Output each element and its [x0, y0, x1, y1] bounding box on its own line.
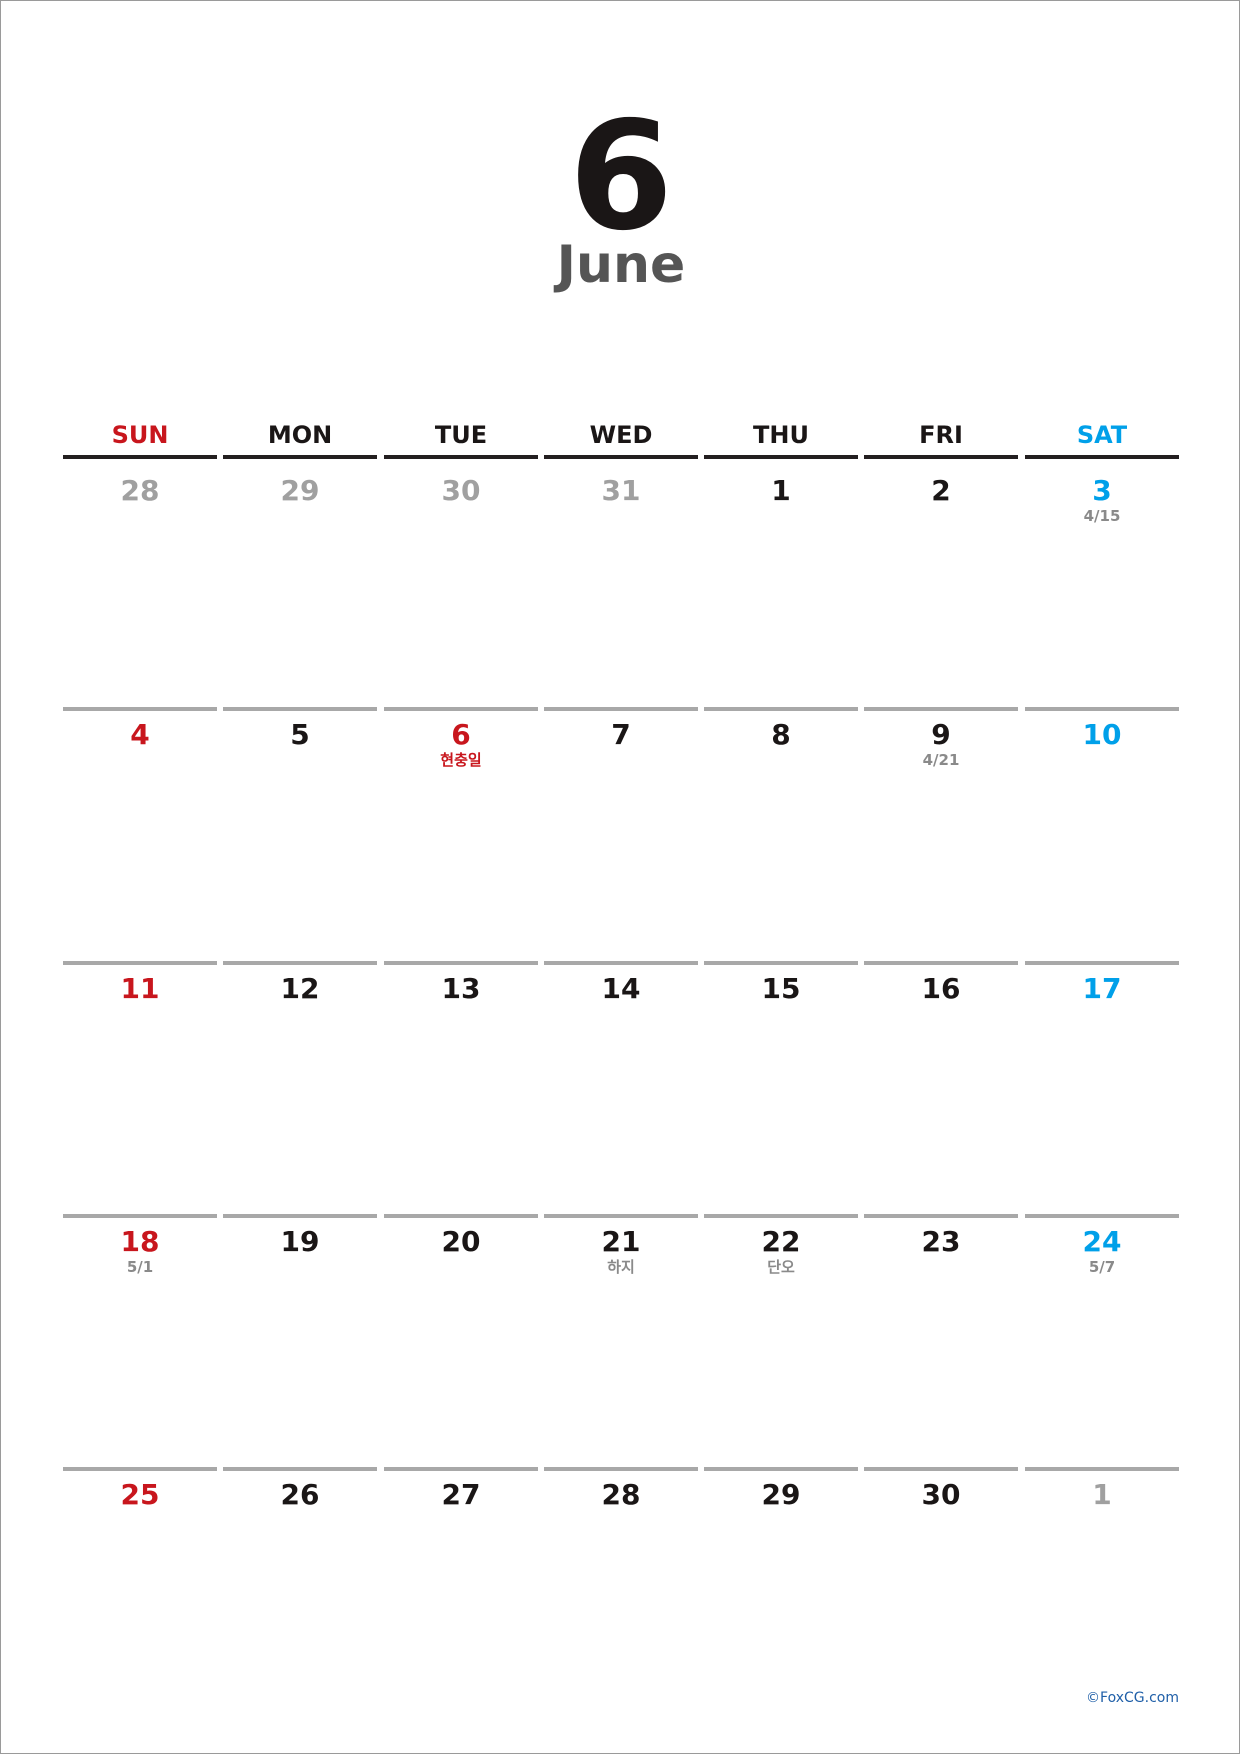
day-cell: 23	[864, 1214, 1018, 1468]
day-cell: 16	[864, 961, 1018, 1215]
weekday-wed: WED	[544, 415, 698, 459]
day-number: 27	[441, 1478, 481, 1511]
day-cell: 28	[544, 1467, 698, 1721]
day-number: 30	[921, 1478, 961, 1511]
day-cell: 29	[223, 463, 377, 713]
day-cell: 11	[63, 961, 217, 1215]
day-number: 20	[441, 1225, 481, 1258]
day-cell: 1	[1025, 1467, 1179, 1721]
day-note: 5/1	[126, 1258, 154, 1276]
day-number: 17	[1082, 972, 1122, 1005]
month-number: 6	[568, 90, 674, 264]
day-cell: 7	[544, 707, 698, 961]
day-note: 4/15	[1083, 507, 1121, 525]
day-cell: 24 5/7	[1025, 1214, 1179, 1468]
day-number: 24	[1082, 1225, 1122, 1258]
day-number: 28	[120, 474, 160, 507]
day-number: 29	[761, 1478, 801, 1511]
day-cell: 18 5/1	[63, 1214, 217, 1468]
holiday-note: 현충일	[440, 751, 482, 769]
day-number: 5	[290, 718, 310, 751]
copyright-text: ©FoxCG.com	[1086, 1690, 1179, 1706]
day-number: 1	[1092, 1478, 1112, 1511]
weekday-fri: FRI	[864, 415, 1018, 459]
day-number: 21	[601, 1225, 641, 1258]
day-cell: 22 단오	[704, 1214, 858, 1468]
day-number: 19	[280, 1225, 320, 1258]
day-cell: 3 4/15	[1025, 463, 1179, 713]
day-cell: 12	[223, 961, 377, 1215]
day-number: 29	[280, 474, 320, 507]
day-number: 16	[921, 972, 961, 1005]
day-cell: 9 4/21	[864, 707, 1018, 961]
day-cell: 31	[544, 463, 698, 713]
day-cell: 6 현충일	[384, 707, 538, 961]
day-number: 15	[761, 972, 801, 1005]
weekday-sat: SAT	[1025, 415, 1179, 459]
day-number: 13	[441, 972, 481, 1005]
day-number: 31	[601, 474, 641, 507]
weekday-tue: TUE	[384, 415, 538, 459]
day-cell: 17	[1025, 961, 1179, 1215]
day-note: 하지	[607, 1258, 635, 1276]
day-number: 4	[130, 718, 150, 751]
day-cell: 30	[864, 1467, 1018, 1721]
day-cell: 1	[704, 463, 858, 713]
day-cell: 5	[223, 707, 377, 961]
day-cell: 8	[704, 707, 858, 961]
day-cell: 15	[704, 961, 858, 1215]
day-number: 12	[280, 972, 320, 1005]
day-cell: 2	[864, 463, 1018, 713]
day-number: 3	[1092, 474, 1112, 507]
day-cell: 30	[384, 463, 538, 713]
day-number: 25	[120, 1478, 160, 1511]
day-number: 18	[120, 1225, 160, 1258]
day-cell: 13	[384, 961, 538, 1215]
day-cell: 21 하지	[544, 1214, 698, 1468]
day-number: 23	[921, 1225, 961, 1258]
day-number: 8	[771, 718, 791, 751]
day-cell: 29	[704, 1467, 858, 1721]
day-cell: 28	[63, 463, 217, 713]
day-cell: 14	[544, 961, 698, 1215]
day-number: 14	[601, 972, 641, 1005]
day-number: 11	[120, 972, 160, 1005]
day-cell: 27	[384, 1467, 538, 1721]
day-note: 단오	[767, 1258, 795, 1276]
day-number: 28	[601, 1478, 641, 1511]
day-number: 22	[761, 1225, 801, 1258]
day-number: 30	[441, 474, 481, 507]
weekday-sun: SUN	[63, 415, 217, 459]
day-number: 6	[451, 718, 471, 751]
month-name: June	[556, 235, 686, 295]
day-note: 4/21	[922, 751, 960, 769]
day-cell: 26	[223, 1467, 377, 1721]
day-note: 5/7	[1088, 1258, 1116, 1276]
weekday-mon: MON	[223, 415, 377, 459]
day-number: 10	[1082, 718, 1122, 751]
day-cell: 10	[1025, 707, 1179, 961]
day-number: 26	[280, 1478, 320, 1511]
day-cell: 20	[384, 1214, 538, 1468]
day-number: 2	[931, 474, 951, 507]
weekday-thu: THU	[704, 415, 858, 459]
day-number: 1	[771, 474, 791, 507]
day-number: 7	[611, 718, 631, 751]
weekday-header-row: SUN MON TUE WED THU FRI SAT	[1, 415, 1240, 463]
day-number: 9	[931, 718, 951, 751]
day-cell: 4	[63, 707, 217, 961]
day-cell: 19	[223, 1214, 377, 1468]
day-cell: 25	[63, 1467, 217, 1721]
calendar-grid: 28 29 30 31 1 2 3 4/15 4 5 6 현충일 7 8 9 4/21 10 11 12 13 14 15…	[1, 463, 1240, 1725]
